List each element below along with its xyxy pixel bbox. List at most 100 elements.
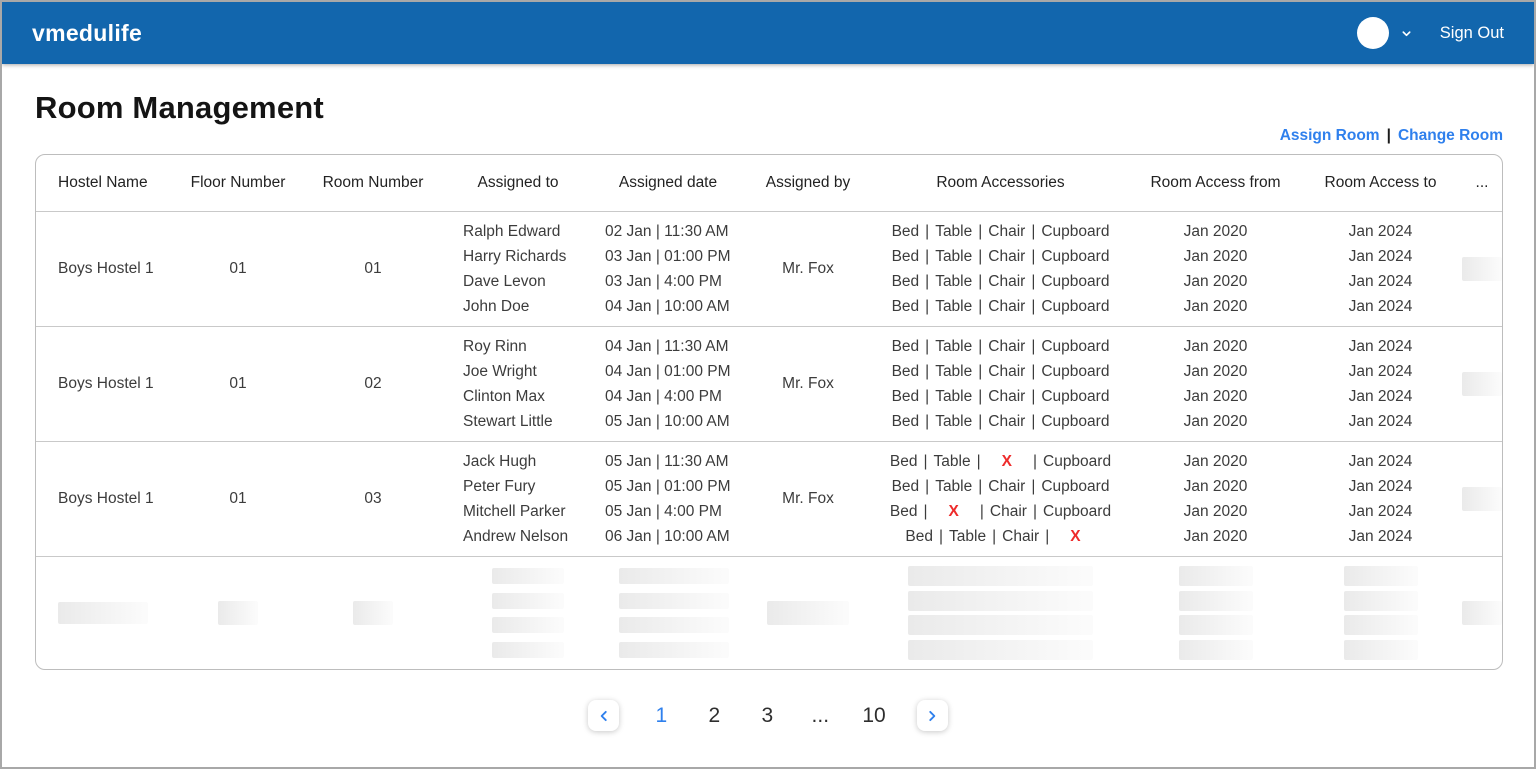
page-1[interactable]: 1 <box>655 703 668 727</box>
column-header-floor-number: Floor Number <box>190 174 286 191</box>
skeleton-blob <box>1343 639 1418 660</box>
skeleton-blob <box>767 601 849 625</box>
access-to-entry: Jan 2024 <box>1348 297 1413 315</box>
accessory-separator: | <box>925 272 930 290</box>
accessory-item: Bed <box>891 477 920 495</box>
accessories-entry: Bed | Table | Chair | Cupboard <box>892 413 1110 431</box>
assigned-date-entry: 05 Jan | 10:00 AM <box>605 412 730 430</box>
room-accessories-cell: Bed | Table | X | Cupboard Bed | Table | Chair | Cupb… <box>873 442 1128 556</box>
assigned-date-entry: 04 Jan | 4:00 PM <box>605 387 722 405</box>
column-header-room-access-to: Room Access to <box>1324 174 1437 191</box>
accessory-separator: | <box>978 247 983 265</box>
accessory-separator: | <box>925 412 930 430</box>
table-row: Boys Hostel 1 01 02 Roy Rinn Joe Wright Clint… <box>36 326 1502 441</box>
accessory-separator: | <box>978 337 983 355</box>
accessories-entry: Bed | Table | X | Cupboard <box>890 453 1111 471</box>
skeleton-assigned-to-cell <box>443 557 593 669</box>
row-actions-cell <box>1458 327 1502 441</box>
accessory-item: Bed <box>891 362 920 380</box>
column-header-room-number: Room Number <box>322 174 424 191</box>
change-room-link[interactable]: Change Room <box>1397 127 1503 144</box>
skeleton-blob <box>619 617 729 634</box>
user-menu[interactable] <box>1356 17 1412 49</box>
accessory-separator: | <box>978 362 983 380</box>
access-from-entry: Jan 2020 <box>1183 452 1248 470</box>
skeleton-floor-cell <box>173 557 303 669</box>
accessory-separator: | <box>978 412 983 430</box>
accessory-item: Bed <box>891 272 920 290</box>
accessory-separator: | <box>1045 527 1050 545</box>
accessory-item: Cupboard <box>1041 297 1110 315</box>
assigned-date-entry: 04 Jan | 01:00 PM <box>605 362 731 380</box>
assign-room-link[interactable]: Assign Room <box>1279 127 1380 144</box>
skeleton-blob <box>1178 590 1253 611</box>
assigned-date-entry: 06 Jan | 10:00 AM <box>605 527 730 545</box>
accessory-item: Bed <box>891 387 920 405</box>
chevron-left-icon <box>597 709 611 723</box>
access-from-entry: Jan 2020 <box>1183 222 1248 240</box>
page-ellipsis: ... <box>811 703 830 727</box>
accessory-item: Cupboard <box>1041 337 1110 355</box>
access-to-entry: Jan 2024 <box>1348 527 1413 545</box>
accessory-separator: | <box>1032 502 1037 520</box>
accessory-separator: | <box>925 222 930 240</box>
navbar-right: Sign Out <box>1356 17 1504 49</box>
page-10[interactable]: 10 <box>862 703 886 727</box>
page-title: Room Management <box>35 90 324 125</box>
accessory-item: Cupboard <box>1041 412 1110 430</box>
room-access-to-cell: Jan 2024 Jan 2024 Jan 2024 Jan 2024 <box>1303 327 1458 441</box>
prev-page-button[interactable] <box>588 700 620 731</box>
accessory-separator: | <box>939 527 944 545</box>
access-to-entry: Jan 2024 <box>1348 387 1413 405</box>
skeleton-blob <box>1178 639 1253 660</box>
room-access-from-cell: Jan 2020 Jan 2020 Jan 2020 Jan 2020 <box>1128 442 1303 556</box>
room-access-from-cell: Jan 2020 Jan 2020 Jan 2020 Jan 2020 <box>1128 327 1303 441</box>
brand-logo[interactable]: vmedulife <box>32 19 143 46</box>
top-navbar: vmedulife Sign Out <box>2 2 1534 64</box>
room-table: Hostel Name Floor Number Room Number Assign… <box>35 154 1503 670</box>
accessory-item: Bed <box>891 247 920 265</box>
accessories-entry: Bed | Table | Chair | Cupboard <box>892 298 1110 316</box>
next-page-button[interactable] <box>916 700 948 731</box>
access-from-entry: Jan 2020 <box>1183 477 1248 495</box>
accessory-item: Bed <box>891 222 920 240</box>
assigned-to-entry: Ralph Edward <box>463 222 561 240</box>
hostel-name-cell: Boys Hostel 1 <box>58 490 154 507</box>
accessory-item: Table <box>935 412 973 430</box>
accessory-separator: | <box>1031 297 1036 315</box>
room-access-to-cell: Jan 2024 Jan 2024 Jan 2024 Jan 2024 <box>1303 212 1458 326</box>
access-to-entry: Jan 2024 <box>1348 452 1413 470</box>
assigned-date-entry: 05 Jan | 01:00 PM <box>605 477 731 495</box>
skeleton-blob <box>1343 590 1418 611</box>
avatar[interactable] <box>1356 17 1389 49</box>
skeleton-blob <box>1343 566 1418 587</box>
access-to-entry: Jan 2024 <box>1348 247 1413 265</box>
assigned-date-cell: 02 Jan | 11:30 AM 03 Jan | 01:00 PM 03 Jan… <box>593 212 743 326</box>
accessory-item: Table <box>935 247 973 265</box>
assigned-to-entry: Peter Fury <box>463 477 536 495</box>
page-2[interactable]: 2 <box>708 703 721 727</box>
accessory-item: Table <box>935 222 973 240</box>
room-accessories-cell: Bed | Table | Chair | Cupboard Bed | Table | Chair |… <box>873 212 1128 326</box>
accessory-item: Chair <box>988 412 1026 430</box>
room-number-cell: 03 <box>364 490 382 507</box>
assigned-by-cell: Mr. Fox <box>782 490 834 507</box>
floor-number-cell: 01 <box>229 490 247 507</box>
link-separator: | <box>1386 127 1391 144</box>
accessory-separator: | <box>1031 477 1036 495</box>
accessory-item: Chair <box>988 222 1026 240</box>
table-row: Boys Hostel 1 01 03 Jack Hugh Peter Fury Mitc… <box>36 441 1502 556</box>
sign-out-button[interactable]: Sign Out <box>1439 23 1504 42</box>
access-from-entry: Jan 2020 <box>1183 337 1248 355</box>
accessories-entry: Bed | Table | Chair | Cupboard <box>892 388 1110 406</box>
column-header-room-accessories: Room Accessories <box>936 174 1065 191</box>
page-actions: Assign Room | Change Room <box>35 126 1503 146</box>
page-3[interactable]: 3 <box>761 703 774 727</box>
accessory-separator: | <box>925 297 930 315</box>
column-header-assigned-by: Assigned by <box>765 174 851 191</box>
accessory-separator: | <box>1031 222 1036 240</box>
accessory-item: Table <box>935 387 973 405</box>
accessory-item: Chair <box>988 362 1026 380</box>
room-access-from-cell: Jan 2020 Jan 2020 Jan 2020 Jan 2020 <box>1128 212 1303 326</box>
accessory-separator: | <box>978 222 983 240</box>
